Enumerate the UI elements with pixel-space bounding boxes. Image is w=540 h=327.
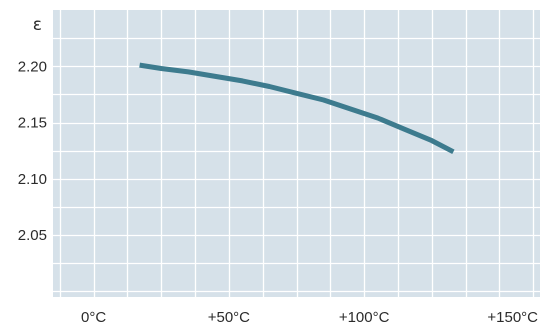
y-tick-label: 2.10 (18, 171, 47, 188)
y-tick-label: 2.20 (18, 58, 47, 75)
x-tick-label: 0°C (81, 309, 106, 326)
x-tick-labels: 0°C +50°C +100°C +150°C (81, 309, 538, 326)
y-axis-label: ε (33, 15, 42, 35)
x-tick-label: +50°C (208, 309, 250, 326)
x-tick-label: +150°C (487, 309, 538, 326)
y-tick-labels: 2.20 2.15 2.10 2.05 (18, 58, 47, 244)
x-tick-label: +100°C (339, 309, 390, 326)
plot-background (53, 10, 540, 297)
y-tick-label: 2.15 (18, 115, 47, 132)
series-line-0 (139, 62, 455, 155)
grid-lines (53, 10, 540, 297)
series-layer (139, 62, 455, 155)
y-tick-label: 2.05 (18, 227, 47, 244)
